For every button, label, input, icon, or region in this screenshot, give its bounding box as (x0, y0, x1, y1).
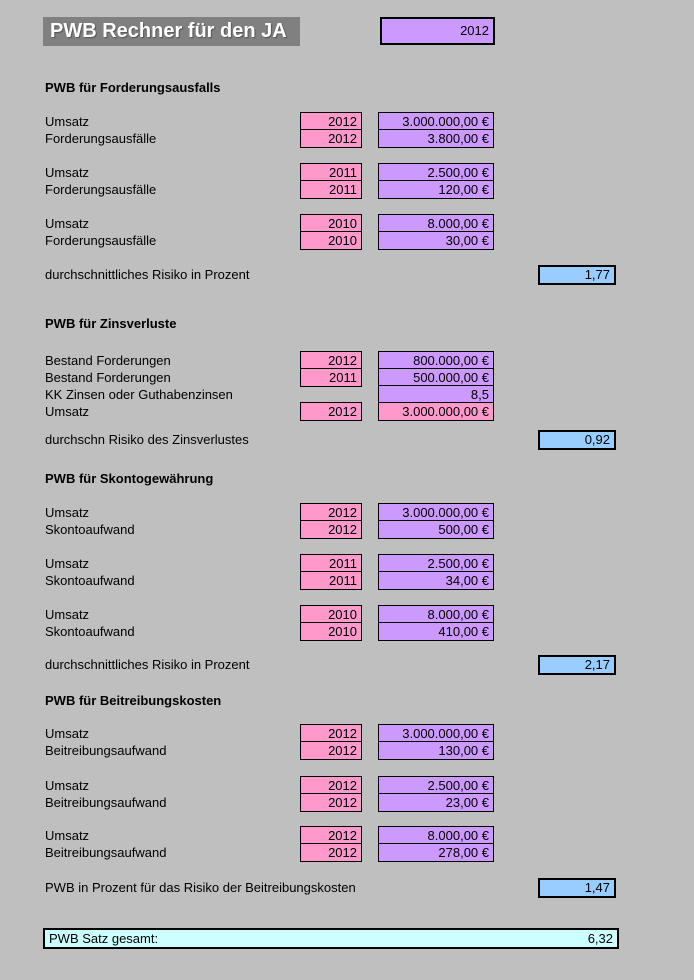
data-row: Forderungsausfälle 2011 120,00 € (0, 180, 694, 199)
row-label: Beitreibungsaufwand (45, 845, 167, 860)
data-row: Umsatz 2012 3.000.000,00 € (0, 112, 694, 131)
result-row: durchschn Risiko des Zinsverlustes 0,92 (0, 430, 694, 450)
year-cell[interactable]: 2010 (300, 622, 362, 641)
result-row: durchschnittliches Risiko in Prozent 2,1… (0, 655, 694, 675)
row-label: Umsatz (45, 165, 90, 180)
year-cell[interactable]: 2011 (300, 163, 362, 182)
row-label: Umsatz (45, 404, 90, 419)
row-label: Umsatz (45, 726, 90, 741)
value-cell[interactable]: 2.500,00 € (378, 776, 494, 795)
data-row: Beitreibungsaufwand 2012 23,00 € (0, 793, 694, 812)
row-label: Beitreibungsaufwand (45, 795, 167, 810)
section-heading-forderungsausfall: PWB für Forderungsausfalls (45, 80, 221, 95)
value-cell[interactable]: 410,00 € (378, 622, 494, 641)
year-cell[interactable]: 2011 (300, 180, 362, 199)
row-label: Umsatz (45, 505, 90, 520)
data-row: Forderungsausfälle 2012 3.800,00 € (0, 129, 694, 148)
row-label: Forderungsausfälle (45, 233, 157, 248)
year-cell[interactable]: 2011 (300, 554, 362, 573)
result-cell[interactable]: 0,92 (538, 430, 616, 450)
year-cell[interactable]: 2012 (300, 129, 362, 148)
row-label: Umsatz (45, 216, 90, 231)
section-heading-beitreibungskosten: PWB für Beitreibungskosten (45, 693, 222, 708)
value-cell[interactable]: 2.500,00 € (378, 163, 494, 182)
row-label: Skontoaufwand (45, 573, 135, 588)
value-cell[interactable]: 2.500,00 € (378, 554, 494, 573)
section-heading-skontogewaehrung: PWB für Skontogewährung (45, 471, 214, 486)
row-label: KK Zinsen oder Guthabenzinsen (45, 387, 233, 402)
data-row: Skontoaufwand 2012 500,00 € (0, 520, 694, 539)
row-label: Skontoaufwand (45, 522, 135, 537)
result-label: durchschnittliches Risiko in Prozent (45, 267, 250, 282)
result-row: PWB in Prozent für das Risiko der Beitre… (0, 878, 694, 898)
data-row: Umsatz 2010 8.000,00 € (0, 214, 694, 233)
result-cell[interactable]: 2,17 (538, 655, 616, 675)
row-label: Beitreibungsaufwand (45, 743, 167, 758)
result-cell[interactable]: 1,47 (538, 878, 616, 898)
row-label: Umsatz (45, 556, 90, 571)
row-label: Umsatz (45, 828, 90, 843)
year-cell[interactable]: 2012 (300, 402, 362, 421)
data-row: Beitreibungsaufwand 2012 278,00 € (0, 843, 694, 862)
value-cell[interactable]: 34,00 € (378, 571, 494, 590)
value-cell[interactable]: 3.000.000,00 € (378, 402, 494, 421)
result-label: PWB in Prozent für das Risiko der Beitre… (45, 880, 356, 895)
value-cell[interactable]: 8.000,00 € (378, 214, 494, 233)
result-row: durchschnittliches Risiko in Prozent 1,7… (0, 265, 694, 285)
data-row: Bestand Forderungen 2011 500.000,00 € (0, 368, 694, 387)
row-label: Forderungsausfälle (45, 131, 157, 146)
row-label: Umsatz (45, 607, 90, 622)
value-cell[interactable]: 8.000,00 € (378, 826, 494, 845)
value-cell[interactable]: 3.800,00 € (378, 129, 494, 148)
year-cell[interactable]: 2010 (300, 231, 362, 250)
total-row[interactable]: PWB Satz gesamt: 6,32 (43, 928, 619, 949)
year-cell[interactable]: 2012 (300, 520, 362, 539)
result-label: durchschnittliches Risiko in Prozent (45, 657, 250, 672)
data-row: Skontoaufwand 2011 34,00 € (0, 571, 694, 590)
data-row: Umsatz 2011 2.500,00 € (0, 163, 694, 182)
data-row: Bestand Forderungen 2012 800.000,00 € (0, 351, 694, 370)
data-row: KK Zinsen oder Guthabenzinsen 8,5 (0, 385, 694, 404)
data-row: Skontoaufwand 2010 410,00 € (0, 622, 694, 641)
data-row: Umsatz 2011 2.500,00 € (0, 554, 694, 573)
year-cell[interactable]: 2012 (300, 724, 362, 743)
result-label: durchschn Risiko des Zinsverlustes (45, 432, 249, 447)
year-cell[interactable]: 2012 (300, 843, 362, 862)
result-cell[interactable]: 1,77 (538, 265, 616, 285)
year-cell[interactable]: 2012 (300, 793, 362, 812)
row-label: Bestand Forderungen (45, 370, 171, 385)
report-year-cell[interactable]: 2012 (380, 17, 495, 45)
value-cell[interactable]: 23,00 € (378, 793, 494, 812)
data-row: Umsatz 2012 3.000.000,00 € (0, 402, 694, 421)
year-cell[interactable]: 2012 (300, 826, 362, 845)
total-label: PWB Satz gesamt: (49, 931, 159, 946)
data-row: Forderungsausfälle 2010 30,00 € (0, 231, 694, 250)
row-label: Forderungsausfälle (45, 182, 157, 197)
year-cell[interactable]: 2011 (300, 368, 362, 387)
year-cell[interactable]: 2011 (300, 571, 362, 590)
section-heading-zinsverluste: PWB für Zinsverluste (45, 316, 177, 331)
value-cell[interactable]: 500.000,00 € (378, 368, 494, 387)
data-row: Umsatz 2012 8.000,00 € (0, 826, 694, 845)
total-value: 6,32 (587, 931, 613, 946)
value-cell[interactable]: 120,00 € (378, 180, 494, 199)
value-cell[interactable]: 278,00 € (378, 843, 494, 862)
value-cell[interactable]: 800.000,00 € (378, 351, 494, 370)
year-cell[interactable]: 2012 (300, 741, 362, 760)
value-cell[interactable]: 500,00 € (378, 520, 494, 539)
value-cell[interactable]: 30,00 € (378, 231, 494, 250)
row-label: Skontoaufwand (45, 624, 135, 639)
value-cell[interactable]: 8,5 (378, 385, 494, 404)
row-label: Umsatz (45, 114, 90, 129)
row-label: Bestand Forderungen (45, 353, 171, 368)
data-row: Beitreibungsaufwand 2012 130,00 € (0, 741, 694, 760)
row-label: Umsatz (45, 778, 90, 793)
value-cell[interactable]: 130,00 € (378, 741, 494, 760)
page-title: PWB Rechner für den JA (43, 17, 300, 46)
